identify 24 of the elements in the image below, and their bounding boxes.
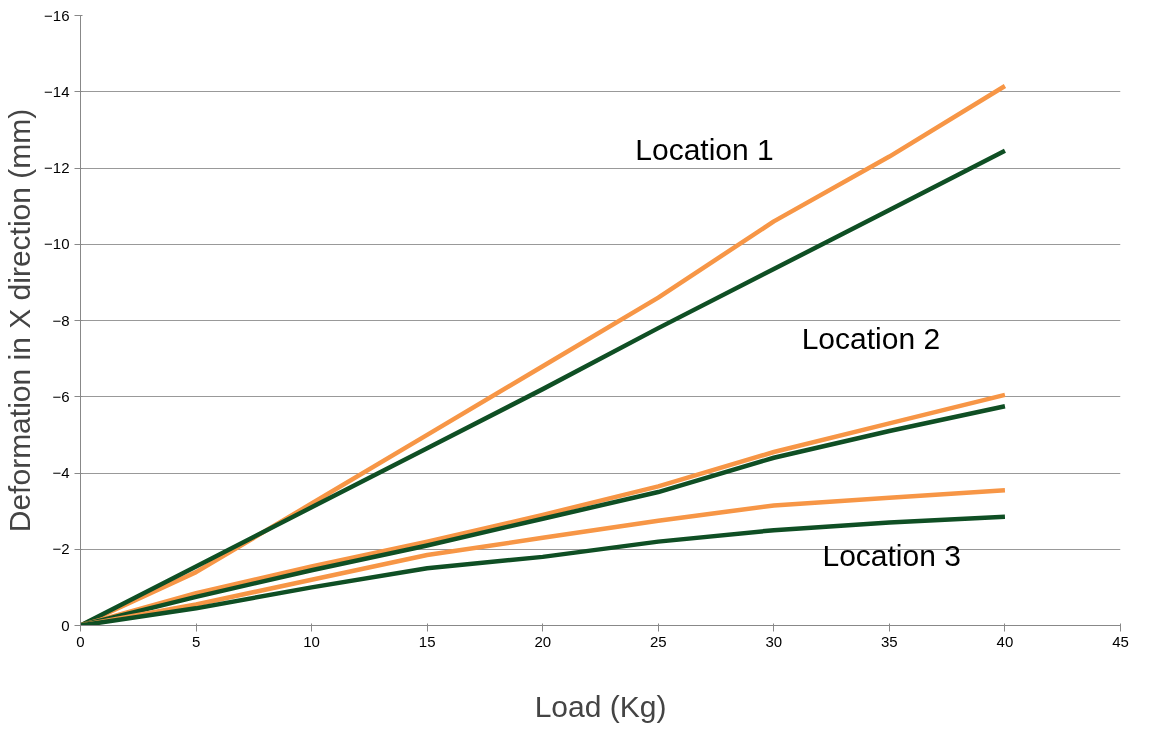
- x-tick-label: 25: [649, 632, 667, 650]
- x-tick-label: 5: [191, 632, 201, 650]
- x-tick-label: 35: [881, 632, 898, 650]
- y-tick-label: −14: [44, 82, 70, 100]
- x-tick-label: 15: [418, 632, 436, 650]
- y-tick-label: −2: [52, 540, 70, 558]
- x-tick-label: 40: [996, 632, 1014, 650]
- y-tick-label: −8: [52, 311, 70, 329]
- x-tick-label: 10: [303, 632, 320, 650]
- y-tick-label: −10: [44, 235, 70, 253]
- annotation: Location 2: [801, 322, 941, 356]
- y-tick-label: −6: [52, 387, 70, 405]
- x-tick-label: 30: [765, 632, 783, 650]
- annotation: Location 1: [635, 133, 774, 167]
- y-tick-label: −4: [52, 464, 70, 481]
- y-axis-title: Deformation in X direction (mm): [3, 108, 37, 533]
- x-axis-title: Load (Kg): [534, 689, 667, 723]
- x-tick-label: 0: [76, 632, 85, 650]
- y-tick-label: −16: [44, 6, 70, 24]
- y-tick-label: 0: [61, 616, 70, 634]
- x-tick-label: 45: [1112, 632, 1129, 650]
- annotation: Location 3: [822, 538, 961, 572]
- y-tick-label: −12: [44, 159, 70, 176]
- x-tick-label: 20: [534, 632, 552, 650]
